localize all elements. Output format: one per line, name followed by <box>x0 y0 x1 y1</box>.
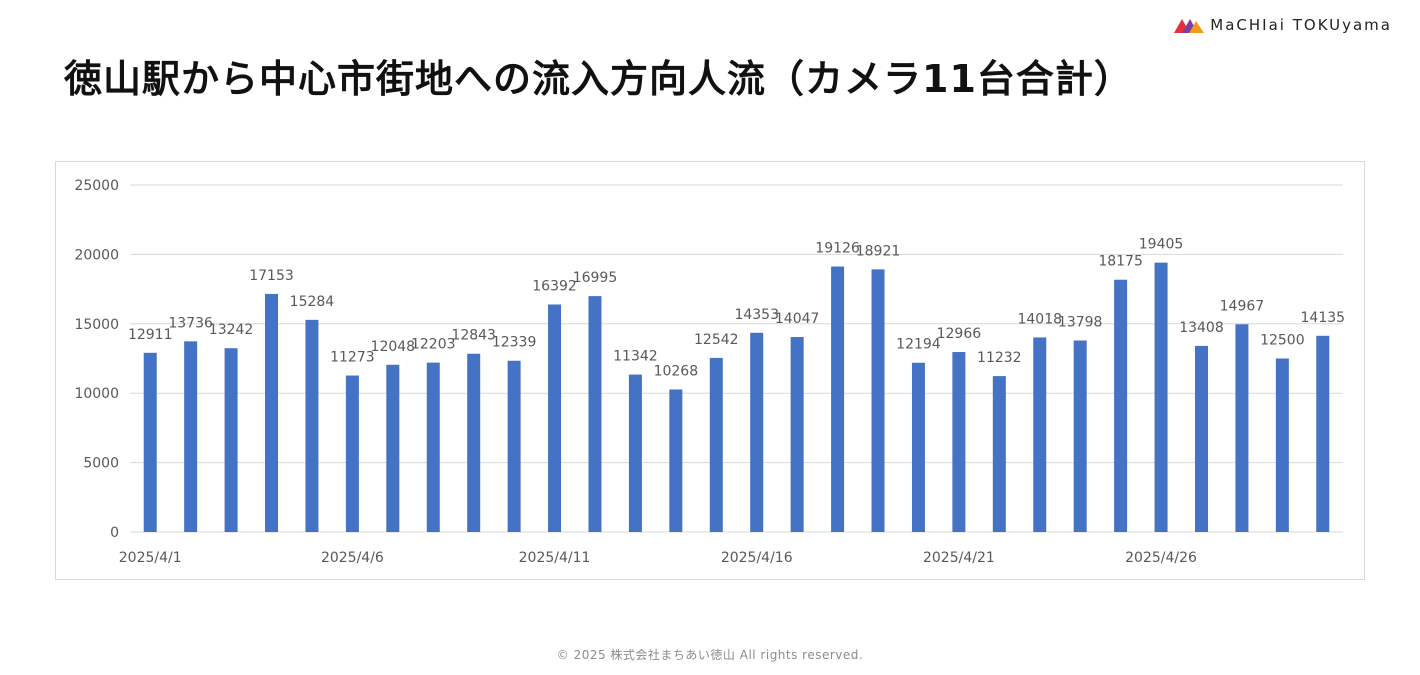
data-label: 12339 <box>492 335 537 351</box>
data-label: 11232 <box>977 350 1022 366</box>
data-label: 19126 <box>815 241 860 257</box>
bar <box>669 389 683 532</box>
x-tick-label: 2025/4/6 <box>321 550 384 566</box>
data-label: 15284 <box>290 294 335 310</box>
bar <box>1073 340 1087 532</box>
y-axis-tick-labels: 0 5000 10000 15000 20000 25000 <box>74 178 119 541</box>
bar <box>750 332 764 532</box>
bar-series <box>143 262 1330 532</box>
chart-area: 0 5000 10000 15000 20000 25000 12911 13736 1324… <box>55 161 1365 580</box>
x-axis-tick-labels: 2025/4/1 2025/4/6 2025/4/11 2025/4/16 2025/4… <box>119 550 1197 566</box>
y-tick-label: 20000 <box>74 247 119 263</box>
bar <box>628 374 642 532</box>
bar <box>345 375 359 532</box>
logo-mountain-icon <box>1174 19 1205 33</box>
data-label: 11342 <box>613 349 658 365</box>
x-tick-label: 2025/4/1 <box>119 550 182 566</box>
data-label: 14967 <box>1220 298 1265 314</box>
data-label: 13736 <box>168 315 213 331</box>
y-tick-label: 10000 <box>74 386 119 402</box>
x-tick-label: 2025/4/21 <box>923 550 995 566</box>
bar <box>426 362 440 532</box>
data-label: 12911 <box>128 327 173 343</box>
bar <box>588 296 602 532</box>
y-tick-label: 5000 <box>83 456 119 472</box>
bar <box>467 353 481 532</box>
x-tick-label: 2025/4/11 <box>519 550 591 566</box>
x-tick-label: 2025/4/16 <box>721 550 793 566</box>
company-logo: MaCHIai TOKUyama <box>1174 16 1392 34</box>
data-label: 12203 <box>411 337 456 353</box>
bar <box>1194 345 1208 532</box>
bar <box>871 269 885 532</box>
data-label: 12966 <box>937 326 982 342</box>
bar <box>265 293 279 532</box>
bar <box>952 352 966 532</box>
bar <box>831 266 845 532</box>
y-tick-label: 25000 <box>74 178 119 194</box>
bar <box>143 352 157 532</box>
bar <box>1275 358 1289 532</box>
bar-chart: 0 5000 10000 15000 20000 25000 12911137361324… <box>74 178 1345 566</box>
bar <box>1033 337 1047 532</box>
y-tick-label: 15000 <box>74 317 119 333</box>
bar <box>790 337 804 532</box>
data-label: 14353 <box>734 307 779 323</box>
data-label: 12048 <box>371 339 416 355</box>
page-title: 徳山駅から中心市街地への流入方向人流（カメラ11台合計） <box>64 57 1133 101</box>
bar <box>305 319 319 532</box>
bar <box>1316 335 1330 532</box>
data-label: 13242 <box>209 322 254 338</box>
bar <box>507 360 521 532</box>
gridlines <box>130 184 1343 533</box>
bar <box>184 341 198 532</box>
bar <box>1154 262 1168 532</box>
y-tick-label: 0 <box>110 525 119 541</box>
data-label: 13798 <box>1058 314 1103 330</box>
bar <box>911 362 925 532</box>
data-label: 14018 <box>1017 311 1062 327</box>
footer-copyright: © 2025 株式会社まちあい徳山 All rights reserved. <box>556 648 864 662</box>
bar <box>386 364 400 532</box>
logo-text: MaCHIai TOKUyama <box>1210 16 1392 34</box>
data-label: 16995 <box>573 270 618 286</box>
data-label: 11273 <box>330 350 375 366</box>
data-label: 12542 <box>694 332 739 348</box>
data-label: 14047 <box>775 311 820 327</box>
bar <box>709 357 723 532</box>
bar <box>1235 324 1249 532</box>
data-label: 18175 <box>1098 254 1143 270</box>
x-tick-label: 2025/4/26 <box>1125 550 1197 566</box>
data-label: 19405 <box>1139 237 1184 253</box>
bar <box>224 348 238 532</box>
data-label: 13408 <box>1179 320 1224 336</box>
data-label: 12500 <box>1260 333 1305 349</box>
data-label: 12843 <box>451 328 496 344</box>
bar <box>1114 279 1128 532</box>
data-label: 10268 <box>654 363 699 379</box>
bar <box>992 376 1006 532</box>
data-label: 16392 <box>532 278 577 294</box>
data-label: 12194 <box>896 337 941 353</box>
bar <box>548 304 562 532</box>
data-label: 17153 <box>249 268 294 284</box>
data-label: 18921 <box>856 243 901 259</box>
data-label: 14135 <box>1301 310 1346 326</box>
